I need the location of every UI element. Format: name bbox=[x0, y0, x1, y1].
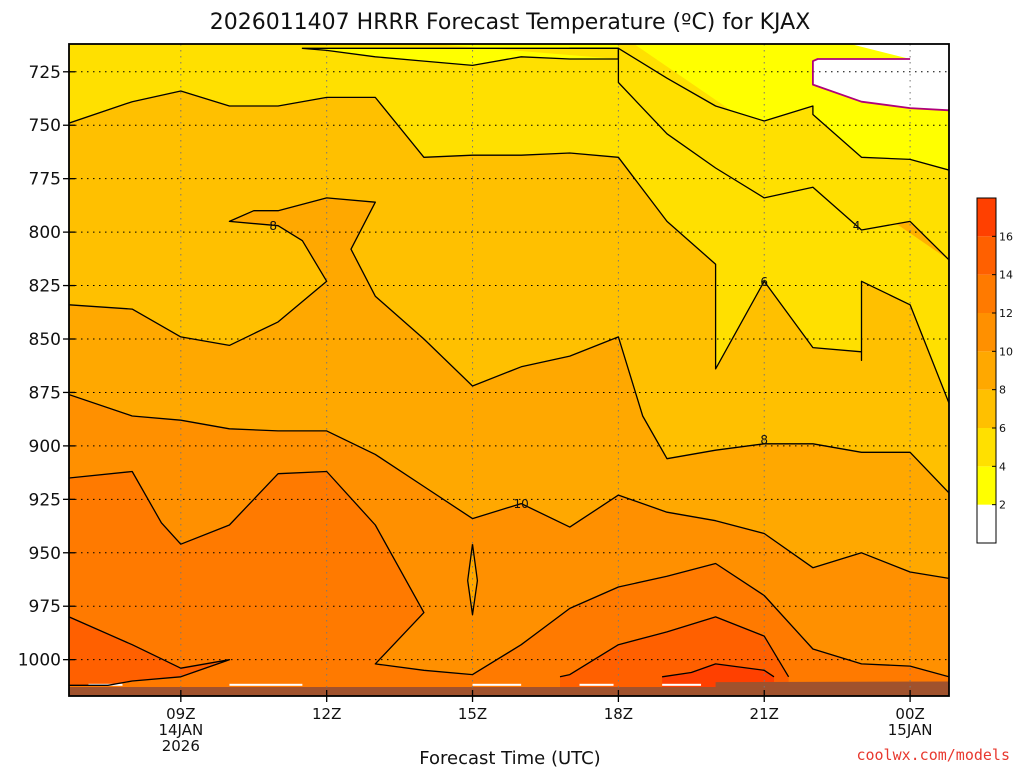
colorbar-label-4: 4 bbox=[999, 460, 1006, 473]
y-tick-label-900: 900 bbox=[29, 437, 61, 457]
plot-frame bbox=[68, 43, 950, 697]
y-tick-label-725: 725 bbox=[29, 63, 61, 83]
y-tick-label-775: 775 bbox=[29, 170, 61, 190]
colorbar-seg-2 bbox=[977, 428, 996, 467]
y-tick-label-975: 975 bbox=[29, 597, 61, 617]
contour-label-4: 10 bbox=[514, 497, 529, 511]
contour-lines bbox=[69, 47, 949, 686]
y-tick-label-800: 800 bbox=[29, 223, 61, 243]
ground-highlight-2 bbox=[472, 683, 522, 686]
contour-label-3: 8 bbox=[760, 433, 768, 447]
band-14-16-west bbox=[69, 616, 230, 686]
gridlines bbox=[69, 44, 949, 696]
x-tick-label-9-0: 09Z bbox=[166, 705, 195, 723]
contour-14-9 bbox=[559, 616, 790, 678]
ground-highlight-4 bbox=[662, 683, 702, 686]
colorbar-label-6: 6 bbox=[999, 422, 1006, 435]
y-tick-label-750: 750 bbox=[29, 116, 61, 136]
contour-2-0 bbox=[812, 58, 949, 112]
contour-10-5 bbox=[69, 393, 949, 580]
y-tick-label-850: 850 bbox=[29, 330, 61, 350]
x-tick-label-24-1: 15JAN bbox=[888, 721, 933, 739]
contour-14-8 bbox=[69, 616, 231, 686]
colorbar-seg-3 bbox=[977, 389, 996, 428]
colorbar-frame bbox=[976, 197, 997, 544]
x-tick-label-9-1: 14JAN bbox=[158, 721, 203, 739]
x-axis-title: Forecast Time (UTC) bbox=[419, 748, 600, 768]
colorbar-label-12: 12 bbox=[999, 307, 1013, 320]
colorbar-seg-4 bbox=[977, 351, 996, 390]
y-tick-label-925: 925 bbox=[29, 490, 61, 510]
y-tick-label-825: 825 bbox=[29, 277, 61, 297]
x-tick-label-9-2: 2026 bbox=[162, 737, 200, 755]
colorbar-seg-7 bbox=[977, 236, 996, 275]
colorbar-seg-5 bbox=[977, 313, 996, 352]
colorbar-label-8: 8 bbox=[999, 384, 1006, 397]
credit-text[interactable]: coolwx.com/models bbox=[856, 746, 1010, 764]
colorbar-seg-1 bbox=[977, 466, 996, 505]
band-10-12 bbox=[69, 394, 949, 677]
colorbar-seg-0 bbox=[977, 504, 996, 543]
contour-labels: 8 4 6 8 10 bbox=[269, 219, 861, 511]
ground-rise bbox=[715, 681, 949, 688]
x-tick-label-12-0: 12Z bbox=[312, 705, 341, 723]
x-tick-label-21-0: 21Z bbox=[750, 705, 779, 723]
contour-label-2: 6 bbox=[760, 275, 768, 289]
contour-16-10 bbox=[662, 663, 775, 678]
y-tick-label-875: 875 bbox=[29, 383, 61, 403]
y-tick-label-1000: 1000 bbox=[18, 651, 61, 671]
y-axis: 725 750 775 800 825 850 875 900 925 950 975 1000 bbox=[18, 63, 75, 671]
contour-12-7 bbox=[69, 470, 949, 678]
colorbar-label-10: 10 bbox=[999, 345, 1013, 358]
band-4-6 bbox=[69, 44, 949, 404]
contour-label-1: 4 bbox=[853, 219, 861, 233]
colorbar-label-16: 16 bbox=[999, 230, 1013, 243]
contour-label-0: 8 bbox=[269, 219, 277, 233]
contour-6-3 bbox=[69, 90, 949, 404]
colorbar-label-2: 2 bbox=[999, 499, 1006, 512]
temperature-bands bbox=[69, 44, 949, 696]
band-8-10 bbox=[69, 197, 949, 579]
colorbar-seg-6 bbox=[977, 274, 996, 313]
colorbar-label-14: 14 bbox=[999, 269, 1013, 282]
contour-8-4 bbox=[69, 197, 949, 494]
contour-4-2 bbox=[569, 47, 949, 261]
colorbar: 2 4 6 8 10 12 14 16 bbox=[976, 197, 1013, 544]
x-tick-label-24-0: 00Z bbox=[895, 705, 924, 723]
ground-highlight-1 bbox=[229, 683, 303, 686]
ground-fill bbox=[69, 687, 949, 696]
x-tick-label-15-0: 15Z bbox=[458, 705, 487, 723]
ground-surface bbox=[69, 681, 949, 696]
contour-10-6 bbox=[467, 544, 479, 616]
band-2-4 bbox=[124, 44, 949, 260]
chart-title: 2026011407 HRRR Forecast Temperature (ºC… bbox=[210, 10, 811, 35]
ground-highlight-3 bbox=[579, 683, 614, 686]
colorbar-seg-8 bbox=[977, 198, 996, 237]
y-tick-label-950: 950 bbox=[29, 544, 61, 564]
x-tick-label-18-0: 18Z bbox=[604, 705, 633, 723]
band-0-2-top bbox=[812, 44, 949, 111]
